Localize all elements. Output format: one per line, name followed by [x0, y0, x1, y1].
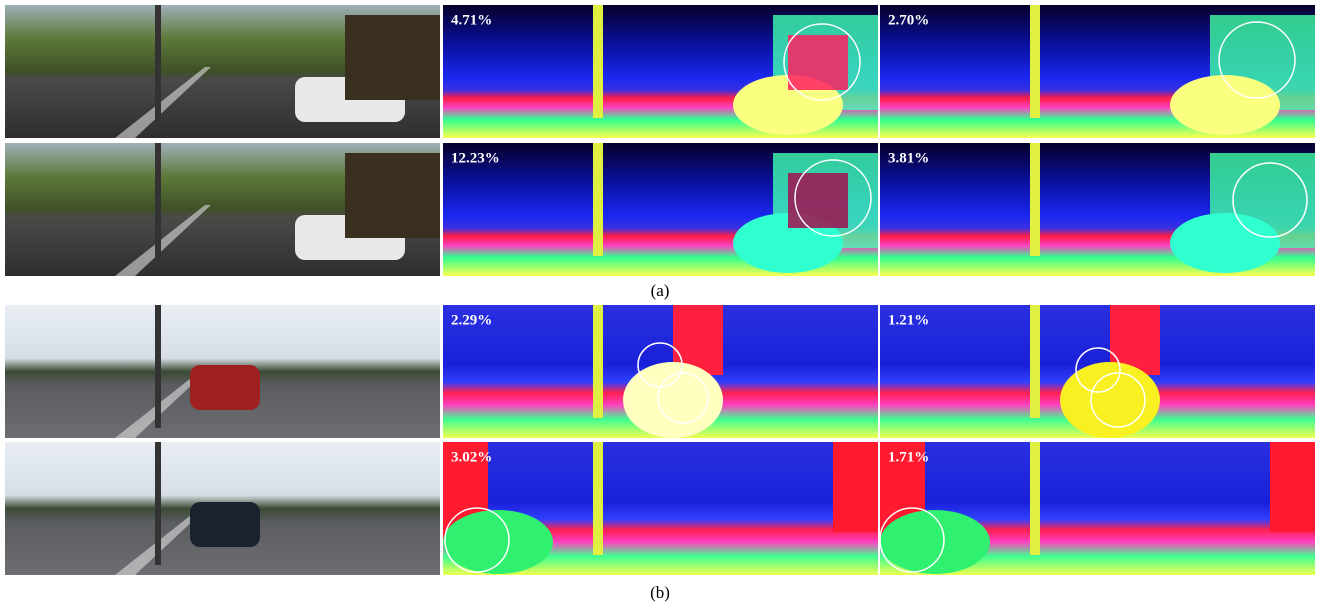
- pole-disparity: [593, 305, 603, 418]
- highlight-circle: [1090, 372, 1146, 428]
- subfigure-label: (a): [651, 281, 670, 300]
- car-disparity: [443, 510, 553, 574]
- disparity-map: 3.02%: [443, 442, 878, 575]
- highlight-circle: [783, 23, 861, 101]
- error-rate: 4.71%: [451, 12, 492, 28]
- road-marking: [115, 504, 211, 575]
- highlight-circle: [657, 372, 709, 424]
- road-marking: [115, 367, 211, 438]
- car: [190, 502, 260, 547]
- error-rate: 2.70%: [888, 12, 929, 28]
- tree-disparity: [833, 442, 878, 532]
- error-rate: 3.02%: [451, 449, 492, 465]
- disparity-map: 2.29%: [443, 305, 878, 438]
- disparity-map: 12.23%: [443, 143, 878, 276]
- error-rate: 1.21%: [888, 312, 929, 328]
- error-rate: 12.23%: [451, 150, 500, 166]
- car-disparity: [1170, 75, 1280, 135]
- highlight-circle: [794, 159, 872, 237]
- pole-disparity: [593, 442, 603, 555]
- pole: [155, 5, 161, 128]
- pole-disparity: [1030, 143, 1040, 256]
- highlight-circle: [444, 507, 510, 573]
- input-photo: [5, 305, 440, 438]
- car-disparity: [623, 362, 723, 438]
- disparity-map: 2.70%: [880, 5, 1315, 138]
- road-marking: [115, 205, 211, 276]
- highlight-circle: [1232, 162, 1308, 238]
- pole-disparity: [1030, 5, 1040, 118]
- disparity-map: 1.21%: [880, 305, 1315, 438]
- pole-disparity: [593, 5, 603, 118]
- highlight-circle: [1075, 347, 1121, 393]
- disparity-map: 3.81%: [880, 143, 1315, 276]
- error-rate: 2.29%: [451, 312, 492, 328]
- error-region: [788, 173, 848, 228]
- tree-disparity: [1270, 442, 1315, 532]
- car-disparity: [1170, 213, 1280, 273]
- pole-disparity: [593, 143, 603, 256]
- road-marking: [115, 67, 211, 138]
- pole-disparity: [1030, 305, 1040, 418]
- pole: [155, 143, 161, 266]
- input-photo: [5, 143, 440, 276]
- truck: [345, 15, 440, 100]
- disparity-map: 1.71%: [879, 442, 1315, 575]
- car-disparity: [1060, 362, 1160, 438]
- pole: [155, 442, 161, 565]
- pole: [155, 305, 161, 428]
- subfigure-label: (b): [650, 583, 670, 602]
- highlight-circle: [1218, 21, 1296, 99]
- error-rate: 3.81%: [888, 150, 929, 166]
- highlight-circle: [879, 507, 945, 573]
- car-disparity: [880, 510, 990, 574]
- error-region: [788, 35, 848, 90]
- pole-disparity: [1030, 442, 1040, 555]
- disparity-map: 4.71%: [443, 5, 878, 138]
- input-photo: [5, 5, 440, 138]
- truck: [345, 153, 440, 238]
- car: [190, 365, 260, 410]
- error-rate: 1.71%: [888, 449, 929, 465]
- input-photo: [5, 442, 440, 575]
